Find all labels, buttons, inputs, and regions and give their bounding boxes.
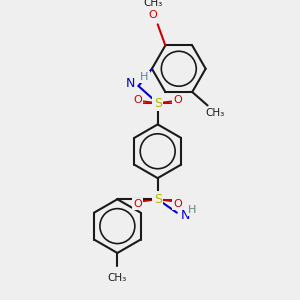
Text: O: O	[173, 95, 182, 105]
Text: O: O	[173, 199, 182, 209]
Text: S: S	[154, 97, 162, 110]
Text: N: N	[181, 209, 190, 222]
Text: S: S	[154, 193, 162, 206]
Text: H: H	[188, 205, 196, 215]
Text: CH₃: CH₃	[143, 0, 163, 8]
Text: CH₃: CH₃	[108, 273, 127, 283]
Text: O: O	[133, 95, 142, 105]
Text: O: O	[148, 10, 157, 20]
Text: CH₃: CH₃	[206, 108, 225, 118]
Text: H: H	[140, 72, 148, 82]
Text: O: O	[133, 199, 142, 209]
Text: N: N	[126, 76, 136, 90]
